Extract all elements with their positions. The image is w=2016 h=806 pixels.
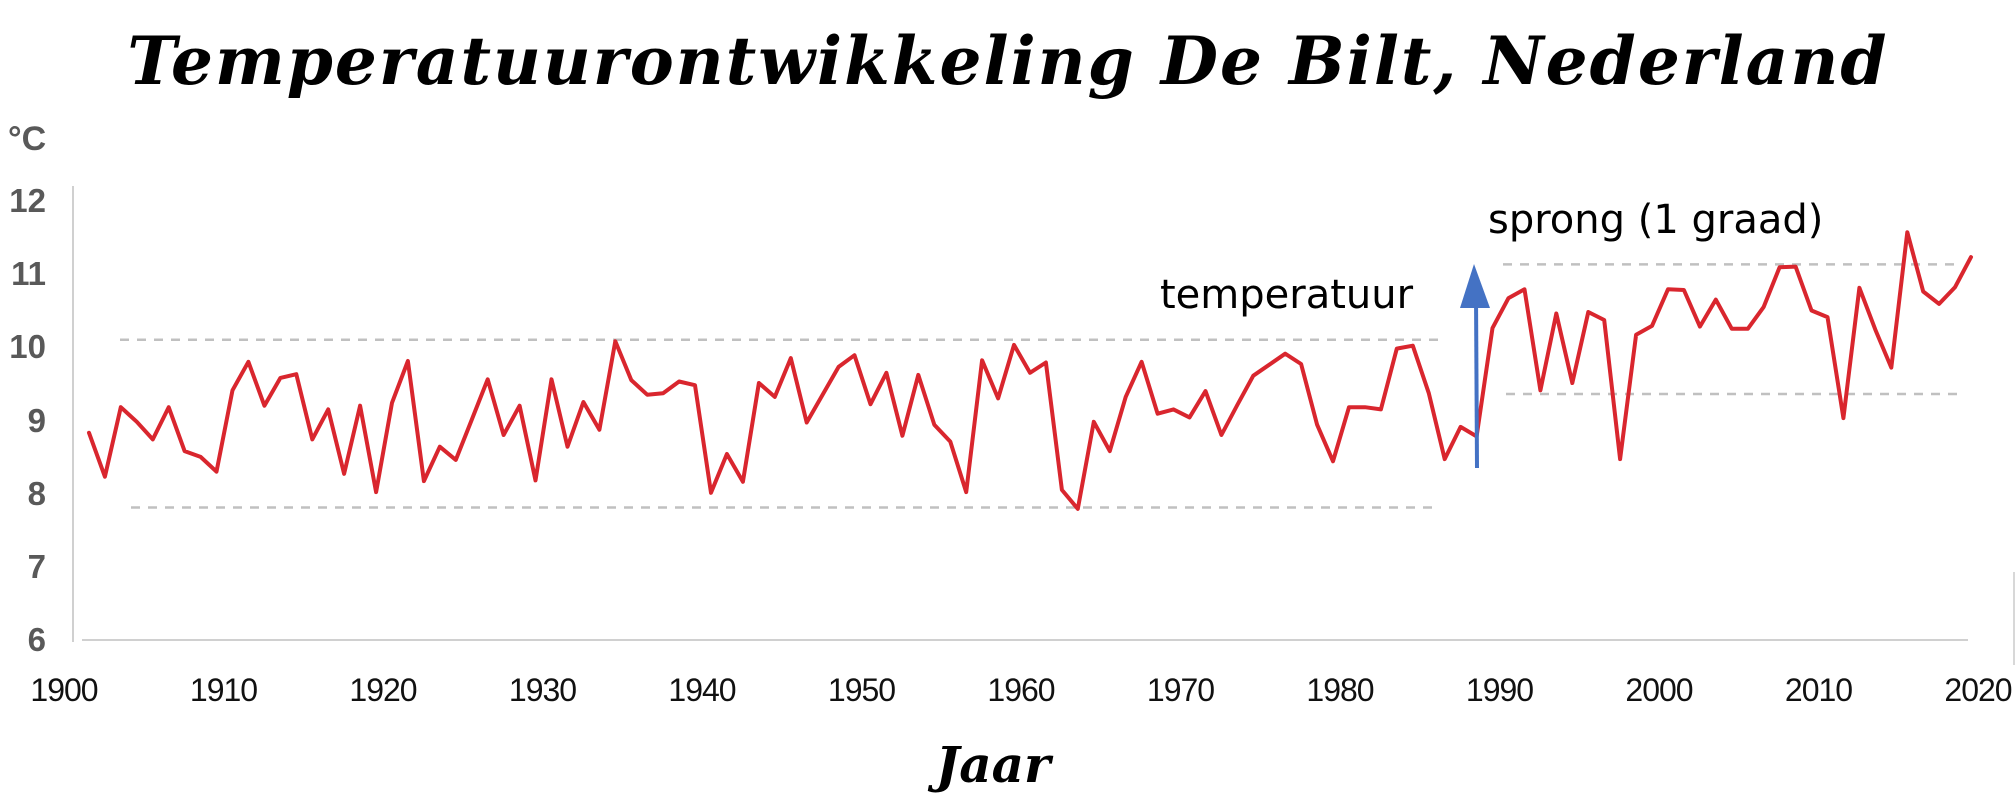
x-tick-label: 2020 [1944,672,2012,708]
x-tick-label: 2010 [1784,672,1853,708]
x-axis-title: Jaar [935,735,1051,794]
x-tick-label: 1960 [987,672,1055,708]
annotation-sprong: sprong (1 graad) [1488,197,1824,243]
x-tick-label: 1980 [1306,672,1374,708]
y-tick-label: 12 [9,182,46,219]
y-tick-label: 8 [27,474,46,512]
y-tick-label: 10 [9,328,46,366]
y-tick-label: 9 [27,401,46,439]
x-tick-label: 1900 [30,672,98,708]
x-tick-label: 1940 [668,672,736,708]
y-tick-label: 7 [27,548,46,585]
chart-title: Temperatuurontwikkeling De Bilt, Nederla… [127,22,1889,100]
x-tick-label: 1950 [827,672,896,708]
y-axis-unit-label: °C [8,120,47,158]
x-tick-label: 1910 [189,672,258,708]
arrow-shaft [1474,294,1479,469]
x-tick-label: 1930 [508,672,577,708]
annotation-temperatuur: temperatuur [1160,272,1414,318]
x-tick-label: 1920 [349,672,417,708]
y-tick-label: 6 [27,621,46,659]
y-tick-label: 11 [11,255,46,293]
x-tick-label: 1990 [1465,672,1534,708]
x-tick-label: 2000 [1625,672,1693,708]
x-tick-label: 1970 [1146,672,1215,708]
temperature-line [87,230,1973,511]
arrow-up-icon [1460,264,1490,308]
